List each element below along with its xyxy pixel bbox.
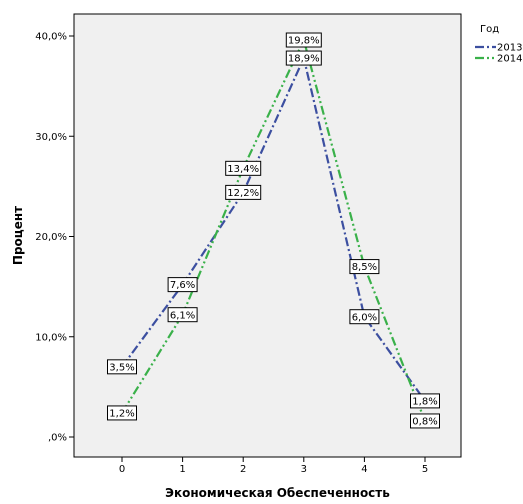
y-tick-label: 20,0% [35,232,67,243]
x-tick-label: 3 [301,464,307,475]
data-label-text: 3,5% [109,362,134,373]
x-axis-title: Экономическая Обеспеченность [165,486,390,500]
x-tick-label: 4 [361,464,367,475]
data-label: 6,0% [349,309,380,325]
data-label-text: 6,0% [352,312,377,323]
data-label: 1,2% [107,405,137,421]
data-label: 1,8% [410,393,440,409]
data-label: 0,8% [410,413,440,429]
data-label: 13,4% [225,160,262,176]
legend-title: Год [480,24,499,35]
data-label: 8,5% [349,259,380,275]
data-label-text: 13,4% [227,164,259,175]
y-tick-label: 30,0% [35,132,67,143]
y-tick-label: 40,0% [35,32,67,43]
data-label-text: 19,8% [288,36,320,47]
legend-entry-2014: 2014 [497,54,522,65]
x-tick-label: 2 [240,464,246,475]
x-tick-label: 1 [179,464,185,475]
data-label-text: 18,9% [288,54,320,65]
x-tick-label: 0 [119,464,125,475]
data-label-text: 12,2% [227,188,259,199]
data-label: 6,1% [167,307,198,323]
data-label: 12,2% [225,184,262,200]
data-label-text: 1,8% [412,397,437,408]
data-label-text: 8,5% [352,262,377,273]
data-label-text: 1,2% [109,409,134,420]
legend-entry-2013: 2013 [497,43,522,54]
series-line-2013 [121,54,426,402]
x-tick-label: 5 [422,464,428,475]
y-tick-label: 10,0% [35,332,67,343]
y-tick-label: ,0% [48,433,67,444]
data-label: 19,8% [285,32,322,48]
data-label-text: 6,1% [170,310,195,321]
data-label: 18,9% [285,50,322,66]
series-line-2014 [121,36,427,422]
y-axis-title: Процент [11,206,25,265]
data-label-text: 0,8% [412,417,437,428]
plot-area [73,13,462,458]
data-label-text: 7,6% [170,280,195,291]
data-label: 3,5% [107,359,137,375]
data-label: 7,6% [167,277,198,293]
